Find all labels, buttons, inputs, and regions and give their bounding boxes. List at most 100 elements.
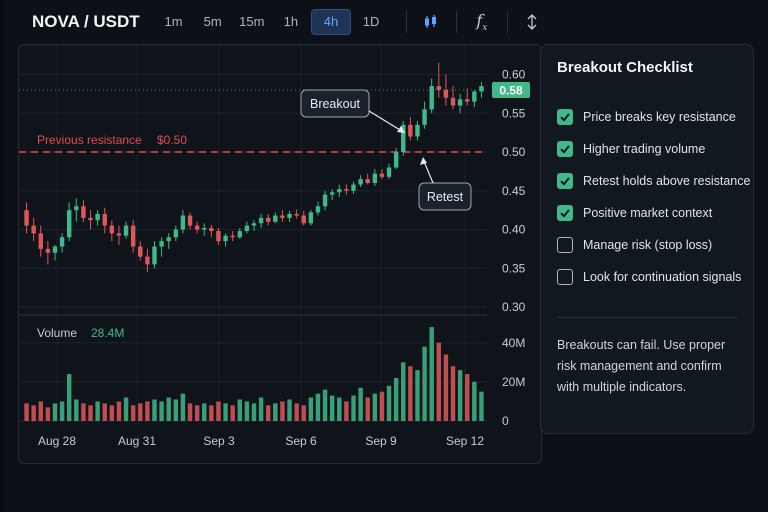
candle-body (308, 212, 314, 224)
volume-bar (95, 401, 100, 421)
retest-label: Retest (427, 190, 464, 204)
candle-body (436, 86, 442, 90)
candle-body (365, 179, 370, 183)
timeframe-4h[interactable]: 4h (311, 9, 351, 35)
candle-body (422, 109, 427, 125)
candle-body (301, 215, 306, 224)
date-tick-label: Sep 6 (285, 434, 317, 448)
candle-body (173, 229, 179, 238)
candle-body (102, 214, 107, 226)
candle-body (187, 215, 193, 226)
checkbox-unchecked[interactable] (557, 237, 573, 253)
candle-body (386, 167, 392, 177)
candle-body (266, 217, 271, 222)
checklist-item-label: Positive market context (583, 206, 713, 220)
checklist-item[interactable]: Manage risk (stop loss) (557, 235, 712, 255)
volume-bar (237, 399, 242, 421)
date-tick-label: Sep 3 (203, 434, 235, 448)
candles-icon[interactable] (421, 11, 442, 33)
volume-label: Volume (37, 326, 77, 340)
checklist-item[interactable]: Look for continuation signals (557, 267, 741, 287)
volume-bar (372, 393, 378, 421)
candle-body (45, 248, 51, 253)
candle-body (74, 206, 79, 211)
volume-bar (180, 393, 186, 421)
checklist-item[interactable]: Retest holds above resistance (557, 171, 750, 191)
volume-tick-label: 40M (502, 336, 525, 350)
candle-body (244, 225, 250, 232)
candle-body (251, 223, 257, 226)
date-tick-label: Sep 12 (446, 434, 484, 448)
volume-bar (329, 395, 335, 421)
candle-body (31, 225, 36, 234)
volume-bar (415, 370, 420, 421)
timeframe-1h[interactable]: 1h (283, 14, 299, 29)
volume-bar (88, 405, 93, 421)
candle-body (237, 231, 242, 238)
window-edge (0, 0, 4, 512)
drawing-tools-icon[interactable] (522, 11, 543, 33)
volume-bar (66, 374, 72, 421)
timeframe-1d[interactable]: 1D (362, 14, 380, 29)
price-chart[interactable]: Previous resistance $0.50 Volume 28.4M 0.6… (19, 45, 541, 463)
volume-bar (479, 391, 484, 421)
candle-body (457, 99, 463, 106)
volume-bar (308, 397, 314, 421)
checklist-item[interactable]: Positive market context (557, 203, 712, 223)
price-tick-label: 0.40 (502, 223, 526, 237)
volume-bar (251, 403, 257, 421)
volume-bar (294, 403, 299, 421)
candle-body (52, 246, 58, 253)
volume-bar (408, 366, 413, 421)
checklist-item[interactable]: Price breaks key resistance (557, 107, 736, 127)
volume-bar (38, 401, 43, 421)
volume-bar (102, 403, 107, 421)
volume-bar (74, 399, 79, 421)
candle-body (294, 214, 299, 216)
checklist-note: Breakouts can fail. Use proper risk mana… (557, 338, 726, 394)
checkbox-unchecked[interactable] (557, 269, 573, 285)
checkbox-checked[interactable] (557, 173, 573, 189)
candle-body (358, 179, 363, 185)
candle-body (479, 86, 484, 92)
retest-callout (418, 182, 472, 211)
checkbox-checked[interactable] (557, 205, 573, 221)
volume-bar (436, 342, 442, 421)
checkbox-checked[interactable] (557, 109, 573, 125)
candle-body (24, 210, 29, 226)
volume-bar (187, 403, 193, 421)
volume-bar (379, 391, 385, 421)
candle-body (443, 90, 449, 98)
volume-bar (159, 401, 164, 421)
volume-bar (31, 405, 36, 421)
candle-body (38, 233, 43, 249)
volume-bar (273, 403, 278, 421)
chart-panel[interactable]: Previous resistance $0.50 Volume 28.4M 0.6… (18, 44, 542, 464)
volume-bar (59, 401, 65, 421)
checklist-item-label: Manage risk (stop loss) (583, 238, 713, 252)
candle-body (180, 215, 186, 230)
checklist-item[interactable]: Higher trading volume (557, 139, 705, 159)
candle-body (258, 217, 264, 224)
resistance-label: Previous resistance (37, 133, 142, 147)
volume-bar (202, 403, 207, 421)
volume-bar (258, 397, 264, 421)
timeframe-1m[interactable]: 1m (164, 14, 183, 29)
candle-body (415, 124, 420, 137)
volume-bar (116, 401, 122, 421)
volume-bar (194, 405, 200, 421)
function-icon[interactable]: fx (476, 10, 488, 34)
candle-body (408, 124, 413, 137)
checkbox-checked[interactable] (557, 141, 573, 157)
candle-body (429, 86, 434, 110)
toolbar-divider (506, 11, 508, 33)
volume-bar (393, 377, 399, 421)
volume-bar (45, 407, 51, 421)
volume-bar (145, 401, 150, 421)
volume-bar (24, 403, 29, 421)
breakout-label: Breakout (310, 97, 361, 111)
date-tick-label: Aug 31 (118, 434, 156, 448)
timeframe-15m[interactable]: 15m (239, 14, 265, 29)
volume-bar (386, 385, 392, 421)
timeframe-5m[interactable]: 5m (203, 14, 222, 29)
